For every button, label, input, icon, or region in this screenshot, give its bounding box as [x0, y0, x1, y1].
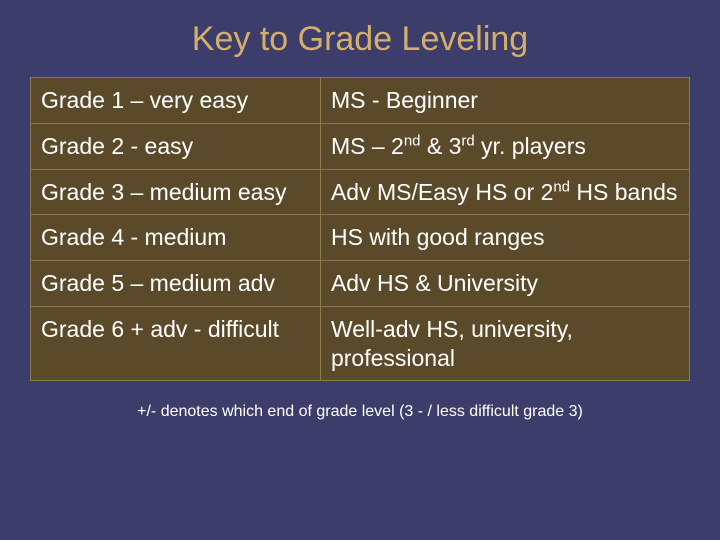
footnote-text: +/- denotes which end of grade level (3 …	[30, 403, 690, 421]
grade-table-body: Grade 1 – very easy MS - Beginner Grade …	[31, 78, 690, 381]
grade-cell: Grade 2 - easy	[31, 123, 321, 169]
table-row: Grade 3 – medium easy Adv MS/Easy HS or …	[31, 169, 690, 215]
table-row: Grade 4 - medium HS with good ranges	[31, 215, 690, 261]
desc-cell: HS with good ranges	[320, 215, 689, 261]
page-title: Key to Grade Leveling	[30, 20, 690, 59]
grade-leveling-table: Grade 1 – very easy MS - Beginner Grade …	[30, 77, 690, 381]
grade-cell: Grade 6 + adv - difficult	[31, 306, 321, 381]
desc-cell: MS – 2nd & 3rd yr. players	[320, 123, 689, 169]
grade-cell: Grade 3 – medium easy	[31, 169, 321, 215]
table-row: Grade 6 + adv - difficult Well-adv HS, u…	[31, 306, 690, 381]
desc-cell: Well-adv HS, university, professional	[320, 306, 689, 381]
grade-cell: Grade 5 – medium adv	[31, 261, 321, 307]
desc-cell: Adv MS/Easy HS or 2nd HS bands	[320, 169, 689, 215]
table-row: Grade 2 - easy MS – 2nd & 3rd yr. player…	[31, 123, 690, 169]
grade-cell: Grade 1 – very easy	[31, 78, 321, 124]
table-row: Grade 1 – very easy MS - Beginner	[31, 78, 690, 124]
desc-cell: Adv HS & University	[320, 261, 689, 307]
desc-cell: MS - Beginner	[320, 78, 689, 124]
grade-cell: Grade 4 - medium	[31, 215, 321, 261]
table-row: Grade 5 – medium adv Adv HS & University	[31, 261, 690, 307]
